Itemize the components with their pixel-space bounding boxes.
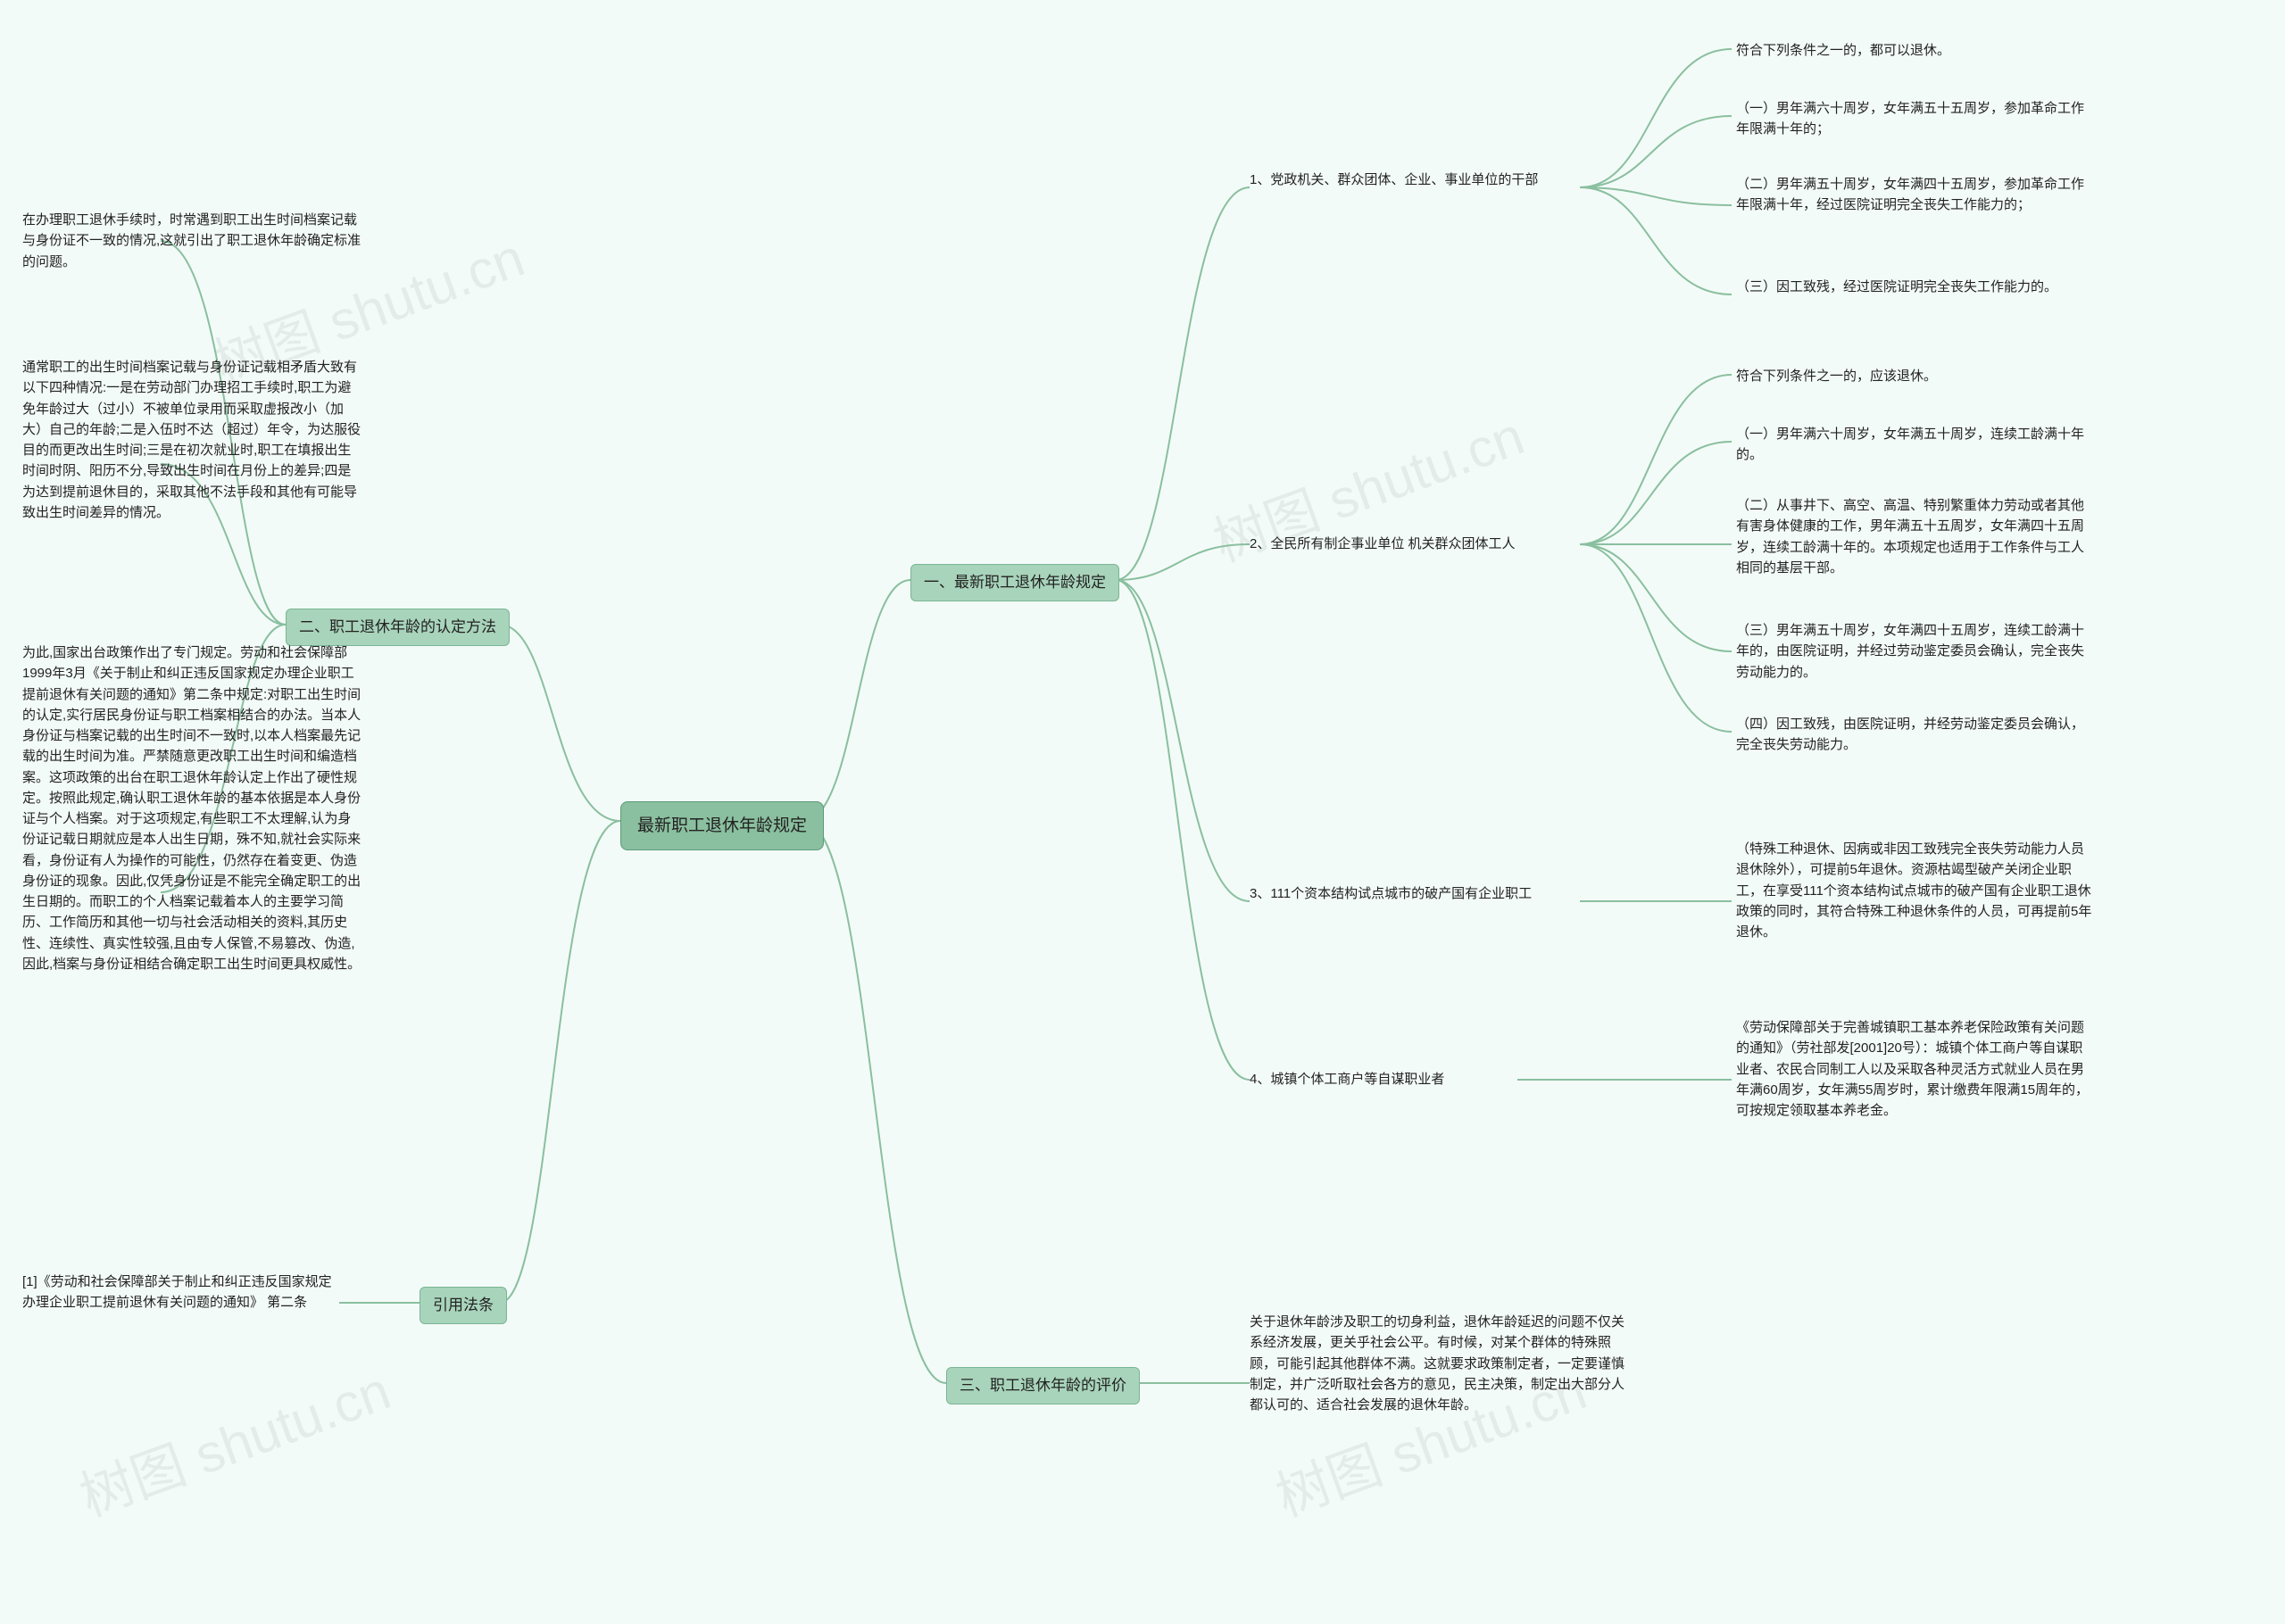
leaf-s1-b2-1: （一）男年满六十周岁，女年满五十周岁，连续工龄满十年的。 <box>1736 424 2093 466</box>
leaf-s1-b2-2: （二）从事井下、高空、高温、特别繁重体力劳动或者其他有害身体健康的工作，男年满五… <box>1736 495 2093 578</box>
root-node: 最新职工退休年龄规定 <box>620 801 824 850</box>
leaf-s1-b2-0: 符合下列条件之一的，应该退休。 <box>1736 366 1937 386</box>
leaf-s2-2: 为此,国家出台政策作出了专门规定。劳动和社会保障部1999年3月《关于制止和纠正… <box>22 642 361 974</box>
branch-s3: 三、职工退休年龄的评价 <box>946 1367 1140 1404</box>
branch-s4: 引用法条 <box>420 1287 507 1324</box>
branch-s2: 二、职工退休年龄的认定方法 <box>286 609 510 646</box>
leaf-s1-b2-4: （四）因工致残，由医院证明，并经劳动鉴定委员会确认，完全丧失劳动能力。 <box>1736 714 2093 756</box>
leaf-s1-b1-0: 符合下列条件之一的，都可以退休。 <box>1736 40 1950 61</box>
leaf-s1-b4: 《劳动保障部关于完善城镇职工基本养老保险政策有关问题的通知》（劳社部发[2001… <box>1736 1017 2093 1121</box>
leaf-s1-b1-2: （二）男年满五十周岁，女年满四十五周岁，参加革命工作年限满十年，经过医院证明完全… <box>1736 174 2093 216</box>
leaf-s1-b2-3: （三）男年满五十周岁，女年满四十五周岁，连续工龄满十年的，由医院证明，并经过劳动… <box>1736 620 2093 683</box>
leaf-s1-b1-1: （一）男年满六十周岁，女年满五十五周岁，参加革命工作年限满十年的； <box>1736 98 2093 140</box>
leaf-s2-0: 在办理职工退休手续时，时常遇到职工出生时间档案记载与身份证不一致的情况,这就引出… <box>22 210 361 272</box>
branch-s1-b4: 4、城镇个体工商户等自谋职业者 <box>1250 1069 1444 1090</box>
leaf-s1-b1-3: （三）因工致残，经过医院证明完全丧失工作能力的。 <box>1736 277 2057 297</box>
leaf-s4: [1]《劳动和社会保障部关于制止和纠正违反国家规定办理企业职工提前退休有关问题的… <box>22 1272 344 1313</box>
leaf-s2-1: 通常职工的出生时间档案记载与身份证记载相矛盾大致有以下四种情况:一是在劳动部门办… <box>22 357 361 523</box>
branch-s1-b1: 1、党政机关、群众团体、企业、事业单位的干部 <box>1250 170 1538 190</box>
branch-s1-b3: 3、111个资本结构试点城市的破产国有企业职工 <box>1250 883 1532 904</box>
branch-s1: 一、最新职工退休年龄规定 <box>910 564 1119 601</box>
leaf-s1-b3: （特殊工种退休、因病或非因工致残完全丧失劳动能力人员退休除外），可提前5年退休。… <box>1736 839 2093 942</box>
watermark: 树图 shutu.cn <box>68 1347 399 1531</box>
leaf-s3: 关于退休年龄涉及职工的切身利益，退休年龄延迟的问题不仅关系经济发展，更关乎社会公… <box>1250 1312 1624 1415</box>
branch-s1-b2: 2、全民所有制企事业单位 机关群众团体工人 <box>1250 534 1516 554</box>
